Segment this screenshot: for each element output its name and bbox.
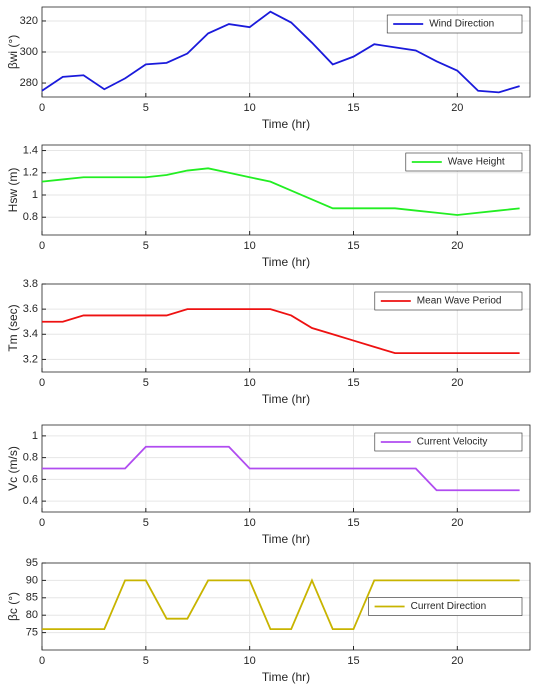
x-tick-label: 15 — [347, 102, 359, 114]
y-tick-label: 90 — [26, 574, 38, 586]
x-tick-label: 0 — [39, 655, 45, 667]
x-tick-label: 5 — [143, 240, 149, 252]
x-tick-label: 0 — [39, 517, 45, 529]
legend-label: Current Velocity — [417, 437, 488, 448]
legend-box — [405, 152, 523, 172]
x-tick-label: 20 — [451, 240, 463, 252]
data-line — [41, 10, 520, 94]
x-axis-label: Time (hr) — [262, 670, 310, 684]
x-tick-label: 10 — [244, 240, 256, 252]
y-tick-label: 300 — [20, 46, 38, 58]
x-tick-label: 0 — [39, 240, 45, 252]
legend-box — [374, 291, 523, 311]
x-tick-label: 15 — [347, 655, 359, 667]
x-tick-label: 20 — [451, 655, 463, 667]
data-line — [42, 445, 520, 492]
x-tick-label: 15 — [347, 517, 359, 529]
x-tick-label: 5 — [143, 377, 149, 389]
data-line — [41, 167, 520, 216]
axes-frame — [41, 144, 531, 236]
legend-label: Wave Height — [448, 157, 505, 168]
x-tick-label: 20 — [451, 102, 463, 114]
x-axis-label: Time (hr) — [262, 392, 310, 406]
y-tick-label: 3.8 — [23, 278, 38, 290]
y-tick-label: 1.4 — [23, 144, 38, 156]
x-tick-label: 10 — [244, 102, 256, 114]
y-tick-label: 75 — [26, 627, 38, 639]
axes-frame — [41, 283, 531, 373]
x-tick-label: 5 — [143, 655, 149, 667]
y-tick-label: 3.6 — [23, 303, 38, 315]
y-axis-label: Vc (m/s) — [6, 446, 20, 491]
axes-frame — [41, 6, 531, 98]
chart-panel: 0 5 10 15 20 0.4 0.6 0.8 1 Time (hr) Vc (m/s) Curre… — [6, 424, 531, 546]
x-tick-label: 15 — [347, 240, 359, 252]
y-tick-label: 1 — [32, 430, 38, 442]
y-tick-label: 0.8 — [23, 211, 38, 223]
y-tick-label: 1 — [32, 189, 38, 201]
legend-label: Wind Direction — [429, 19, 494, 30]
axes-frame — [41, 562, 531, 651]
y-tick-label: 280 — [20, 77, 38, 89]
legend-label: Mean Wave Period — [417, 296, 502, 307]
x-tick-label: 10 — [244, 377, 256, 389]
y-tick-label: 3.2 — [23, 353, 38, 365]
legend-box — [368, 597, 523, 616]
x-tick-label: 5 — [143, 102, 149, 114]
y-tick-label: 320 — [20, 15, 38, 27]
chart-panel: 0 5 10 15 20 3.2 3.4 3.6 3.8 Time (hr) Tm (sec) Mea… — [6, 278, 531, 406]
legend-box — [374, 432, 523, 452]
y-tick-label: 0.8 — [23, 452, 38, 464]
y-tick-label: 3.4 — [23, 328, 38, 340]
data-line — [42, 308, 520, 355]
y-axis-label: βwi (°) — [6, 35, 20, 69]
y-axis-label: βc (°) — [6, 592, 20, 621]
chart-panel: 0 5 10 15 20 0.8 1 1.2 1.4 Time (hr) Hsw (m) Wave H… — [6, 144, 531, 269]
x-axis-label: Time (hr) — [262, 117, 310, 131]
chart-panel: 0 5 10 15 20 75 80 85 90 95 Time (hr) βc (°) Current… — [6, 557, 531, 684]
x-axis-label: Time (hr) — [262, 255, 310, 269]
x-tick-label: 15 — [347, 377, 359, 389]
legend-box — [386, 14, 523, 34]
x-tick-label: 5 — [143, 517, 149, 529]
x-axis-label: Time (hr) — [262, 532, 310, 546]
chart-panel: 0 5 10 15 20 280 300 320 Time (hr) βwi (°) Wind Di… — [6, 6, 531, 131]
y-tick-label: 85 — [26, 592, 38, 604]
x-tick-label: 10 — [244, 655, 256, 667]
x-tick-label: 0 — [39, 377, 45, 389]
x-tick-label: 10 — [244, 517, 256, 529]
y-tick-label: 0.4 — [23, 495, 38, 507]
x-tick-label: 20 — [451, 517, 463, 529]
y-tick-label: 80 — [26, 609, 38, 621]
y-tick-label: 0.6 — [23, 473, 38, 485]
y-axis-label: Hsw (m) — [6, 168, 20, 213]
x-tick-label: 20 — [451, 377, 463, 389]
y-tick-label: 1.2 — [23, 167, 38, 179]
y-tick-label: 95 — [26, 557, 38, 569]
data-line — [42, 578, 520, 631]
y-axis-label: Tm (sec) — [6, 304, 20, 351]
x-tick-label: 0 — [39, 102, 45, 114]
legend-label: Current Direction — [411, 601, 487, 612]
